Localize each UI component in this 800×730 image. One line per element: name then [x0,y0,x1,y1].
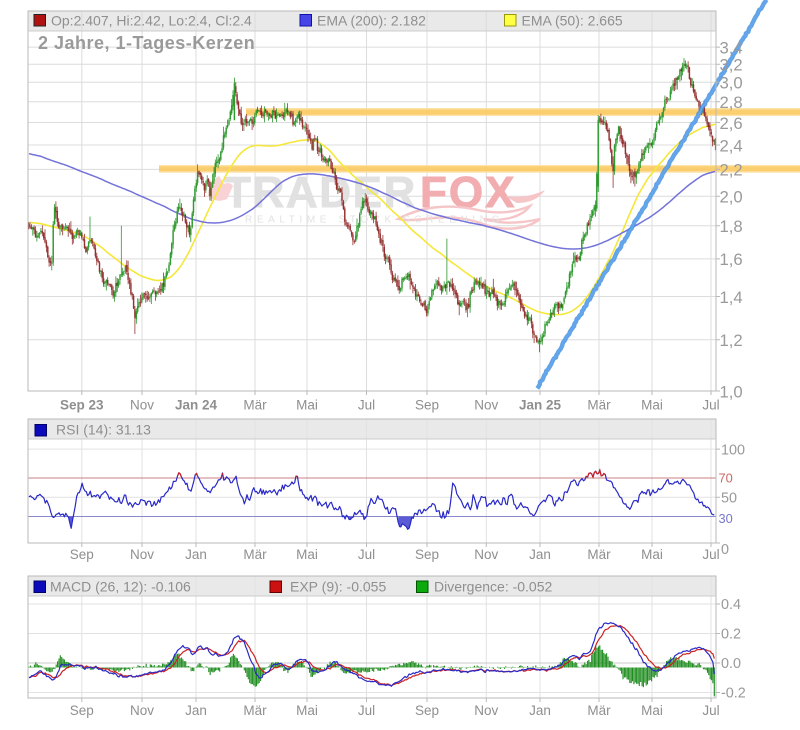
svg-text:2,4: 2,4 [720,136,743,155]
svg-text:Sep: Sep [415,547,439,562]
svg-text:3,0: 3,0 [720,74,743,93]
svg-text:Sep 23: Sep 23 [60,398,104,413]
svg-text:Nov: Nov [130,547,154,562]
svg-text:Sep: Sep [70,703,94,718]
svg-text:Sep: Sep [70,547,94,562]
svg-text:Nov: Nov [474,547,498,562]
svg-text:EMA (50): 2.665: EMA (50): 2.665 [522,13,623,29]
svg-text:Jul: Jul [702,547,719,562]
svg-text:50: 50 [721,491,737,507]
svg-text:Jan: Jan [185,547,207,562]
svg-text:1,6: 1,6 [720,250,743,269]
svg-text:Mai: Mai [641,398,663,413]
svg-text:3,4: 3,4 [720,38,743,57]
svg-text:Divergence: -0.052: Divergence: -0.052 [434,579,553,595]
svg-text:2,6: 2,6 [720,114,743,133]
svg-text:Jul: Jul [358,703,375,718]
svg-text:RSI (14): 31.13: RSI (14): 31.13 [56,422,151,438]
svg-text:2 Jahre, 1-Tages-Kerzen: 2 Jahre, 1-Tages-Kerzen [38,33,255,53]
svg-text:2,8: 2,8 [720,93,743,112]
svg-text:FOX: FOX [420,168,516,217]
svg-text:100: 100 [721,442,745,458]
svg-text:Jul: Jul [702,703,719,718]
svg-text:70: 70 [719,470,733,485]
svg-text:1,4: 1,4 [720,288,743,307]
svg-text:Jan: Jan [529,547,551,562]
svg-text:Sep: Sep [415,703,439,718]
svg-text:Jan 24: Jan 24 [175,398,218,413]
svg-text:2,2: 2,2 [720,161,743,180]
svg-text:Op:2.407, Hi:2.42, Lo:2.4, Cl:: Op:2.407, Hi:2.42, Lo:2.4, Cl:2.4 [51,13,252,29]
svg-text:Mai: Mai [296,703,318,718]
svg-text:-0.2: -0.2 [721,686,746,702]
svg-text:Nov: Nov [474,703,498,718]
svg-text:Mär: Mär [243,703,267,718]
svg-text:3,2: 3,2 [720,56,743,75]
svg-text:Mär: Mär [587,398,611,413]
svg-text:Jul: Jul [702,398,719,413]
svg-text:Mär: Mär [587,703,611,718]
svg-text:1,8: 1,8 [720,217,743,236]
svg-text:MACD (26, 12): -0.106: MACD (26, 12): -0.106 [50,579,191,595]
svg-text:Mai: Mai [641,703,663,718]
svg-text:0.2: 0.2 [721,627,741,643]
svg-text:0: 0 [721,542,729,558]
svg-text:Mai: Mai [641,547,663,562]
svg-text:Sep: Sep [415,398,439,413]
svg-text:30: 30 [719,511,733,526]
svg-text:Jan: Jan [185,703,207,718]
svg-text:Mai: Mai [296,398,318,413]
svg-text:Nov: Nov [130,703,154,718]
svg-text:Mär: Mär [587,547,611,562]
svg-text:Jul: Jul [358,398,375,413]
svg-text:2,0: 2,0 [720,188,743,207]
svg-text:TRADER: TRADER [224,168,417,217]
svg-text:Nov: Nov [474,398,498,413]
svg-text:EMA (200): 2.182: EMA (200): 2.182 [317,13,426,29]
svg-text:Nov: Nov [130,398,154,413]
svg-text:Mär: Mär [243,547,267,562]
svg-text:Mai: Mai [296,547,318,562]
svg-text:Jul: Jul [358,547,375,562]
svg-text:Jan 25: Jan 25 [519,398,562,413]
svg-text:1,0: 1,0 [720,382,743,401]
svg-text:EXP (9): -0.055: EXP (9): -0.055 [290,579,386,595]
svg-text:0.4: 0.4 [721,597,741,613]
svg-text:1,2: 1,2 [720,331,743,350]
svg-text:Mär: Mär [243,398,267,413]
svg-text:0.0: 0.0 [721,656,741,672]
svg-text:Jan: Jan [529,703,551,718]
